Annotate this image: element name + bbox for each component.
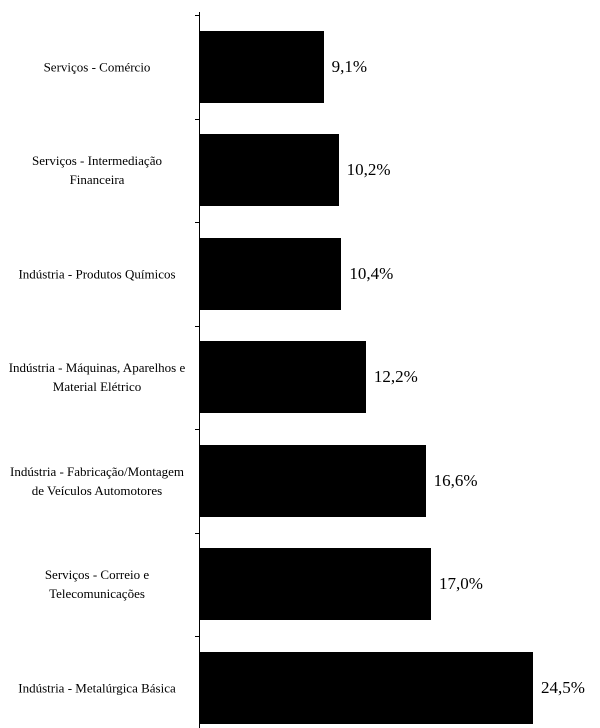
category-label: Indústria - Fabricação/Montagem de Veícu…	[10, 463, 184, 498]
category-label: Serviços - Correio e Telecomunicações	[44, 567, 150, 602]
value-label: 16,6%	[433, 470, 478, 490]
y-axis	[199, 12, 200, 728]
y-tick	[195, 429, 200, 430]
category-label: Indústria - Produtos Químicos	[18, 266, 176, 282]
value-label: 9,1%	[331, 56, 368, 76]
bar	[200, 444, 426, 517]
value-label: 10,2%	[346, 160, 391, 180]
category-label: Indústria - Máquinas, Aparelhos e Materi…	[8, 360, 186, 395]
bar	[200, 341, 366, 414]
value-label: 12,2%	[373, 367, 418, 387]
y-tick	[195, 15, 200, 16]
category-label: Serviços - Intermediação Financeira	[32, 153, 162, 188]
value-label: 10,4%	[349, 263, 394, 283]
y-tick	[195, 532, 200, 534]
bar	[200, 237, 342, 310]
value-label: 17,0%	[439, 574, 483, 594]
category-label: Indústria - Metalúrgica Básica	[18, 680, 176, 696]
y-tick	[195, 325, 200, 327]
bar	[200, 548, 432, 621]
y-tick	[195, 636, 200, 637]
y-tick	[195, 222, 200, 223]
y-tick	[195, 118, 200, 120]
category-label: Serviços - Comércio	[43, 59, 151, 75]
bar	[200, 134, 339, 207]
value-label: 24,5%	[541, 677, 585, 697]
bar	[200, 651, 533, 724]
bar	[200, 30, 324, 103]
